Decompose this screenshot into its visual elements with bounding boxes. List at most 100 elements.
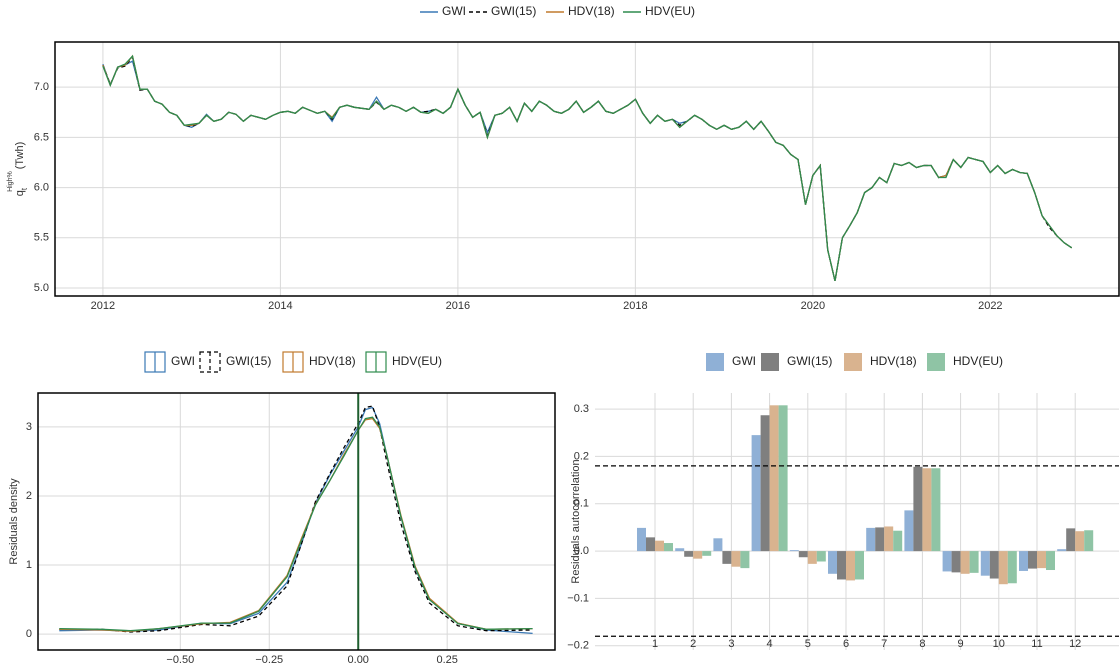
- legend-label: GWI: [171, 354, 195, 368]
- bar: [998, 551, 1008, 585]
- bar: [722, 551, 732, 564]
- bar: [866, 527, 876, 552]
- bar: [702, 551, 712, 556]
- legend-label: GWI: [442, 4, 466, 18]
- bar: [1084, 530, 1094, 552]
- y-tick-label: 6.0: [34, 181, 49, 193]
- legend-label: HDV(EU): [645, 4, 695, 18]
- series-line: [59, 405, 533, 633]
- legend-label: HDV(18): [568, 4, 615, 18]
- y-label-sup: High%: [7, 171, 14, 192]
- y-tick-label: 0.3: [574, 403, 589, 415]
- x-tick-label: 6: [843, 638, 849, 650]
- y-tick-label: 5.0: [34, 282, 49, 294]
- bar: [751, 435, 761, 552]
- panel: [595, 393, 1119, 650]
- y-axis-label: Residuals density: [8, 478, 20, 565]
- bar: [693, 551, 703, 559]
- y-tick-label: −0.1: [567, 592, 589, 604]
- bar: [760, 415, 770, 552]
- legend-label: GWI(15): [226, 354, 271, 368]
- y-label-main: q: [14, 190, 26, 196]
- bar: [778, 405, 788, 552]
- bar: [816, 551, 826, 562]
- bar: [922, 468, 932, 552]
- panel-border: [54, 41, 1120, 297]
- x-tick-label: 1: [652, 638, 658, 650]
- legend-swatch: [761, 353, 779, 371]
- x-tick-label: 8: [919, 638, 925, 650]
- y-tick-label: 0.0: [574, 545, 589, 557]
- x-tick-label: 2: [690, 638, 696, 650]
- bar: [1066, 528, 1076, 552]
- bar: [713, 538, 723, 552]
- x-tick-label: 0.25: [436, 654, 457, 666]
- bar: [789, 550, 799, 552]
- bar: [884, 526, 894, 552]
- x-tick-label: −0.25: [255, 654, 283, 666]
- y-label-sub: t: [20, 187, 29, 190]
- panel: [38, 393, 555, 650]
- bar: [960, 551, 970, 574]
- y-tick-label: 0: [26, 628, 32, 640]
- bar: [1057, 549, 1067, 552]
- y-tick-label: 7.0: [34, 81, 49, 93]
- bar: [855, 551, 864, 580]
- panel: [55, 42, 1119, 296]
- bar: [1037, 551, 1046, 569]
- bar: [684, 551, 694, 557]
- x-tick-label: 2022: [978, 300, 1002, 312]
- legend-label: HDV(18): [870, 354, 917, 368]
- bar: [1046, 551, 1055, 571]
- legend-label: HDV(EU): [392, 354, 442, 368]
- legend-label: HDV(18): [309, 354, 356, 368]
- x-tick-label: 2020: [801, 300, 825, 312]
- x-tick-label: 2018: [623, 300, 647, 312]
- bar: [904, 510, 914, 552]
- bar: [664, 543, 673, 552]
- bar: [637, 527, 646, 552]
- y-tick-label: 0.2: [574, 450, 589, 462]
- x-tick-label: 3: [728, 638, 734, 650]
- y-tick-label: 1: [26, 559, 32, 571]
- bar: [951, 551, 961, 573]
- bar: [655, 540, 664, 552]
- bar: [675, 548, 685, 552]
- bar: [1007, 551, 1017, 584]
- x-tick-label: 2012: [91, 300, 115, 312]
- y-tick-label: −0.2: [567, 640, 589, 652]
- x-tick-label: 5: [805, 638, 811, 650]
- bar: [646, 537, 655, 552]
- bar: [1028, 551, 1037, 569]
- legend-label: GWI(15): [787, 354, 832, 368]
- x-tick-label: −0.50: [166, 654, 194, 666]
- panel-border: [37, 392, 556, 651]
- x-tick-label: 9: [958, 638, 964, 650]
- bar: [893, 530, 903, 552]
- x-tick-label: 10: [993, 638, 1005, 650]
- x-tick-label: 2016: [446, 300, 470, 312]
- bar: [969, 551, 979, 573]
- y-tick-label: 3: [26, 421, 32, 433]
- bar: [980, 551, 990, 576]
- bar: [731, 551, 741, 567]
- x-tick-label: 0.00: [348, 654, 369, 666]
- y-tick-label: 6.5: [34, 131, 49, 143]
- legend-label: GWI: [732, 354, 756, 368]
- legend-swatch: [706, 353, 724, 371]
- bar: [769, 405, 779, 552]
- bar: [828, 551, 837, 574]
- y-tick-label: 2: [26, 490, 32, 502]
- legend-label: GWI(15): [491, 4, 536, 18]
- x-tick-label: 7: [881, 638, 887, 650]
- y-label-main: Residuals density: [8, 478, 20, 565]
- legend-swatch: [927, 353, 945, 371]
- x-tick-label: 11: [1031, 638, 1042, 650]
- series-line: [59, 416, 533, 632]
- bar: [846, 551, 855, 581]
- bar: [1019, 551, 1028, 571]
- bar: [807, 551, 817, 564]
- bar: [913, 466, 923, 552]
- y-tick-label: 5.5: [34, 232, 49, 244]
- bar: [942, 551, 952, 572]
